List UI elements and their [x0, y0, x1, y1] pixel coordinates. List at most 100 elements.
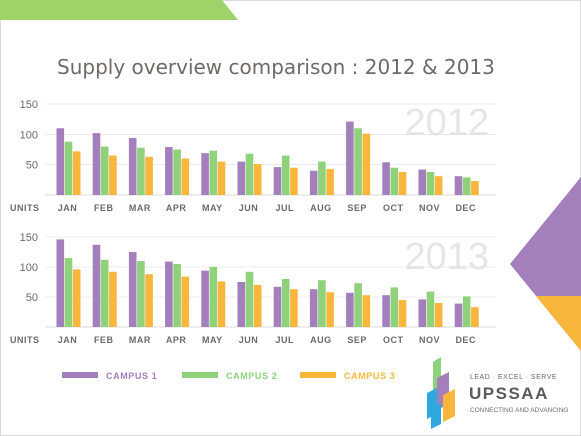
- x-tick-label: FEB: [94, 335, 114, 345]
- bar-sep-campus1: [346, 121, 354, 195]
- bar-mar-campus3: [145, 274, 153, 327]
- bar-jul-campus2: [281, 155, 290, 195]
- bar-sep-campus1: [346, 292, 354, 327]
- bar-nov-campus2: [426, 171, 435, 195]
- bar-apr-campus3: [181, 158, 190, 195]
- bar-may-campus3: [217, 161, 226, 195]
- x-tick-label: AUG: [310, 203, 332, 213]
- bar-feb-campus1: [92, 244, 101, 327]
- bar-sep-campus2: [354, 283, 362, 327]
- units-label: UNITS: [10, 335, 40, 345]
- bar-dec-campus2: [462, 296, 471, 327]
- x-tick-label: JAN: [58, 335, 78, 345]
- bar-jun-campus2: [245, 271, 254, 327]
- legend-label-campus2: CAMPUS 2: [226, 371, 277, 381]
- bar-jul-campus1: [273, 286, 282, 327]
- legend-swatch-campus3: [300, 372, 336, 378]
- bar-jan-campus1: [56, 128, 65, 195]
- x-tick-label: SEP: [347, 203, 367, 213]
- y-tick-label: 100: [20, 129, 38, 141]
- logo-subtitle: CONNECTING AND ADVANCING: [470, 407, 568, 414]
- bar-aug-campus1: [309, 289, 318, 327]
- x-tick-label: NOV: [419, 203, 440, 213]
- bar-jul-campus2: [281, 279, 290, 327]
- bar-oct-campus2: [390, 167, 399, 195]
- bar-jul-campus3: [290, 167, 298, 195]
- year-label: 2012: [404, 102, 489, 144]
- bar-jun-campus3: [253, 285, 262, 327]
- x-tick-label: FEB: [94, 203, 114, 213]
- legend-swatch-campus2: [182, 372, 218, 378]
- logo-name: UPSSAA: [469, 384, 549, 403]
- bar-jun-campus1: [237, 161, 246, 195]
- x-tick-label: MAY: [202, 203, 223, 213]
- bar-jul-campus3: [290, 289, 298, 327]
- legend-label-campus1: CAMPUS 1: [106, 371, 157, 381]
- bar-feb-campus3: [109, 155, 117, 195]
- bar-may-campus1: [201, 153, 209, 195]
- bar-jan-campus2: [64, 258, 73, 327]
- bar-dec-campus1: [454, 176, 463, 195]
- bar-oct-campus3: [398, 300, 407, 327]
- bar-mar-campus2: [137, 147, 145, 195]
- bar-jun-campus2: [245, 153, 254, 195]
- bar-sep-campus3: [362, 133, 371, 195]
- bar-apr-campus2: [173, 149, 181, 195]
- bar-jan-campus3: [72, 151, 81, 195]
- units-label: UNITS: [10, 203, 40, 213]
- legend-swatch-campus1: [62, 372, 98, 378]
- bar-apr-campus3: [181, 276, 190, 327]
- bar-jan-campus3: [72, 269, 81, 327]
- x-tick-label: MAR: [129, 203, 151, 213]
- bar-dec-campus1: [454, 303, 463, 327]
- x-tick-label: APR: [166, 203, 187, 213]
- bar-apr-campus1: [165, 147, 173, 195]
- x-tick-label: AUG: [310, 335, 332, 345]
- y-tick-label: 100: [20, 262, 38, 274]
- x-tick-label: JAN: [58, 203, 78, 213]
- bar-dec-campus3: [471, 307, 479, 327]
- bar-feb-campus3: [109, 271, 117, 327]
- bar-jun-campus1: [237, 282, 246, 327]
- bar-aug-campus3: [326, 168, 334, 195]
- bar-oct-campus2: [390, 287, 399, 327]
- bar-jan-campus1: [56, 239, 65, 327]
- bar-may-campus2: [209, 267, 218, 327]
- bar-jun-campus3: [253, 164, 262, 195]
- bar-nov-campus1: [418, 299, 427, 327]
- top-green-banner: [0, 0, 238, 20]
- legend-label-campus3: CAMPUS 3: [344, 371, 395, 381]
- bar-mar-campus2: [137, 261, 145, 327]
- y-tick-label: 150: [20, 99, 38, 111]
- bar-feb-campus2: [100, 259, 109, 327]
- bar-nov-campus1: [418, 169, 427, 195]
- logo-mark-icon: [427, 357, 455, 429]
- bar-jul-campus1: [273, 167, 282, 195]
- bar-nov-campus2: [426, 291, 435, 327]
- y-tick-label: 150: [20, 232, 38, 244]
- y-tick-label: 50: [26, 292, 38, 304]
- bar-may-campus3: [217, 281, 226, 327]
- x-tick-label: DEC: [455, 203, 476, 213]
- bar-oct-campus1: [382, 295, 390, 327]
- bar-sep-campus2: [354, 128, 362, 195]
- bar-oct-campus1: [382, 162, 390, 195]
- bar-feb-campus2: [100, 146, 109, 195]
- bar-aug-campus2: [318, 161, 326, 195]
- x-tick-label: JUN: [239, 335, 259, 345]
- bar-nov-campus3: [434, 303, 443, 327]
- bar-mar-campus1: [128, 252, 137, 327]
- x-tick-label: SEP: [347, 335, 367, 345]
- x-tick-label: APR: [166, 335, 187, 345]
- x-tick-label: OCT: [383, 335, 404, 345]
- bar-mar-campus3: [145, 156, 153, 195]
- x-tick-label: DEC: [455, 335, 476, 345]
- bar-nov-campus3: [434, 176, 443, 195]
- bar-aug-campus1: [309, 170, 318, 195]
- x-tick-label: JUL: [275, 335, 294, 345]
- x-tick-label: OCT: [383, 203, 404, 213]
- x-tick-label: JUL: [275, 203, 294, 213]
